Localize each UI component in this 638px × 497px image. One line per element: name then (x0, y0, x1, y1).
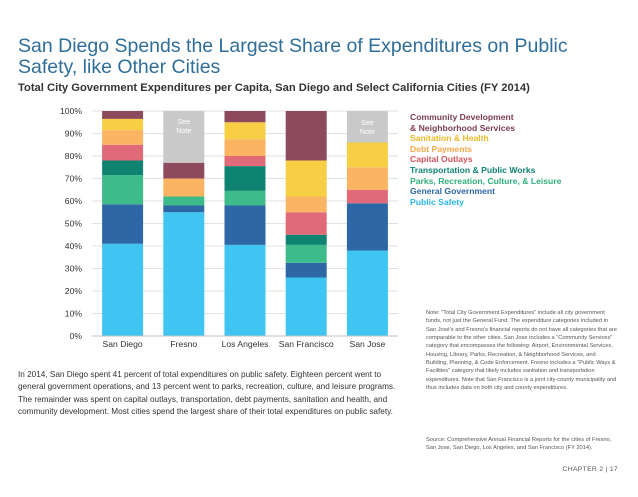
bar-segment (224, 122, 266, 140)
y-tick-label: 40% (65, 241, 83, 251)
y-tick-label: 70% (65, 174, 83, 184)
bar-segment (346, 167, 388, 190)
legend-transportation: Transportation & Public Works (410, 164, 536, 175)
bar-segment (102, 144, 144, 161)
see-note-label: Note (360, 127, 375, 136)
bar-segment (102, 118, 144, 131)
bar-segment (285, 262, 327, 278)
bar-segment (285, 234, 327, 245)
y-tick-label: 20% (65, 286, 83, 296)
x-tick-label: San Francisco (279, 339, 334, 349)
chart-title: Total City Government Expenditures per C… (18, 82, 530, 94)
bar-segment (346, 189, 388, 204)
bar-segment (285, 277, 327, 336)
chart-source: Source: Comprehensive Annual Financial R… (426, 437, 612, 452)
bar-segment (346, 111, 388, 143)
bar-segment (163, 178, 205, 197)
legend-capital: Capital Outlays (410, 154, 473, 165)
y-tick-label: 50% (65, 219, 83, 229)
bar-segment (102, 204, 144, 244)
bar-segment (224, 244, 266, 336)
bar-segment (224, 111, 266, 123)
bar-segment (163, 111, 205, 163)
legend-safety: Public Safety (410, 196, 464, 207)
y-tick-label: 100% (60, 106, 82, 116)
bar-segment (102, 111, 144, 119)
legend-general: General Government (410, 186, 496, 197)
bar-segment (224, 139, 266, 156)
page-title: San Diego Spends the Largest Share of Ex… (18, 35, 568, 78)
bar-segment (285, 111, 327, 161)
bar-segment (224, 205, 266, 245)
y-tick-label: 60% (65, 196, 83, 206)
bar-segment (285, 160, 327, 197)
x-tick-label: San Diego (103, 339, 143, 349)
legend-community-line1: Community Development (410, 112, 514, 122)
see-note-label: See (361, 118, 374, 127)
bar-segment (102, 243, 144, 336)
bar-segment (224, 190, 266, 206)
legend-parks: Parks, Recreation, Culture, & Leisure (410, 175, 562, 186)
bar-segment (224, 156, 266, 167)
x-tick-label: Los Angeles (222, 339, 269, 349)
x-tick-label: San Jose (349, 339, 385, 349)
bar-segment (163, 212, 205, 336)
y-tick-label: 90% (65, 129, 83, 139)
body-paragraph: In 2014, San Diego spent 41 percent of t… (18, 370, 396, 417)
legend-debt: Debt Payments (410, 143, 473, 154)
legend-sanitation: Sanitation & Health (410, 133, 489, 144)
bar-segment (102, 175, 144, 205)
see-note-label: Note (176, 126, 191, 135)
bar-segment (285, 212, 327, 235)
page-footer: CHAPTER 2 | 17 (562, 466, 618, 473)
x-tick-label: Fresno (170, 339, 197, 349)
bar-segment (285, 244, 327, 263)
y-tick-label: 80% (65, 151, 83, 161)
bar-segment (346, 142, 388, 168)
bar-segment (102, 160, 144, 176)
bar-segment (163, 205, 205, 213)
y-tick-label: 10% (65, 309, 83, 319)
y-tick-label: 0% (70, 331, 83, 341)
bar-segment (346, 250, 388, 336)
bar-segment (163, 196, 205, 206)
see-note-label: See (177, 117, 190, 126)
y-tick-label: 30% (65, 264, 83, 274)
bar-segment (346, 203, 388, 251)
bar-segment (163, 162, 205, 179)
bar-segment (224, 166, 266, 191)
bar-segment (102, 130, 144, 145)
chart-legend: Community Development & Neighborhood Ser… (410, 112, 610, 207)
chart-note: Note: "Total City Government Expenditure… (426, 310, 617, 392)
legend-community-line2: & Neighborhood Services (410, 122, 516, 133)
bar-segment (285, 196, 327, 213)
